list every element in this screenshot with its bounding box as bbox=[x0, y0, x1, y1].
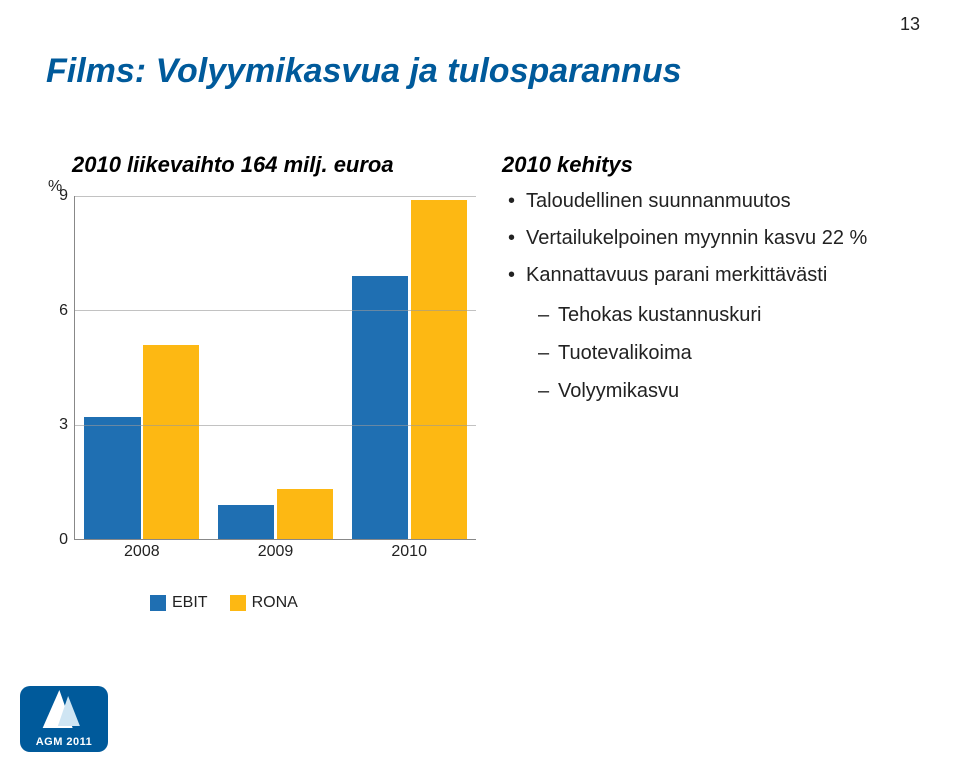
footer-logo: AGM 2011 bbox=[20, 686, 108, 750]
sub-bullet-item: Tehokas kustannuskuri bbox=[538, 299, 922, 331]
bullet-item: Kannattavuus parani merkittävästi bbox=[508, 262, 922, 289]
legend-item: EBIT bbox=[150, 594, 208, 612]
legend-label: EBIT bbox=[172, 594, 208, 612]
legend-label: RONA bbox=[252, 594, 298, 612]
bar-group: 2009 bbox=[209, 196, 343, 539]
bar bbox=[352, 276, 408, 539]
sub-bullet-item: Tuotevalikoima bbox=[538, 337, 922, 369]
bar-group: 2008 bbox=[75, 196, 209, 539]
x-tick-label: 2010 bbox=[342, 543, 476, 561]
gridline bbox=[75, 196, 476, 197]
legend-swatch bbox=[150, 595, 166, 611]
logo-icon bbox=[20, 686, 108, 734]
legend-item: RONA bbox=[230, 594, 298, 612]
x-tick-label: 2008 bbox=[75, 543, 209, 561]
bar bbox=[84, 417, 140, 539]
y-tick-label: 3 bbox=[46, 416, 68, 434]
bar bbox=[277, 489, 333, 539]
y-tick-label: 0 bbox=[46, 531, 68, 549]
bar bbox=[143, 345, 199, 539]
y-tick-label: 9 bbox=[46, 187, 68, 205]
right-title: 2010 kehitys bbox=[502, 152, 922, 178]
y-tick-label: 6 bbox=[46, 302, 68, 320]
gridline bbox=[75, 310, 476, 311]
bar-group: 2010 bbox=[342, 196, 476, 539]
chart-legend: EBIT RONA bbox=[150, 594, 298, 612]
bar-chart: 200820092010 0369 bbox=[46, 186, 486, 566]
plot-area: 200820092010 bbox=[74, 196, 476, 540]
legend-swatch bbox=[230, 595, 246, 611]
bar bbox=[411, 200, 467, 539]
gridline bbox=[75, 425, 476, 426]
page-number: 13 bbox=[900, 14, 920, 35]
sub-bullet-list: Tehokas kustannuskuri Tuotevalikoima Vol… bbox=[538, 299, 922, 407]
logo-label: AGM 2011 bbox=[20, 734, 108, 752]
bar-groups: 200820092010 bbox=[75, 196, 476, 539]
bullet-item: Taloudellinen suunnanmuutos bbox=[508, 188, 922, 215]
bullet-list: Taloudellinen suunnanmuutos Vertailukelp… bbox=[508, 188, 922, 289]
right-text-block: 2010 kehitys Taloudellinen suunnanmuutos… bbox=[502, 152, 922, 413]
bar bbox=[218, 505, 274, 539]
sub-bullet-item: Volyymikasvu bbox=[538, 375, 922, 407]
slide-title: Films: Volyymikasvua ja tulosparannus bbox=[46, 52, 682, 91]
bullet-item: Vertailukelpoinen myynnin kasvu 22 % bbox=[508, 225, 922, 252]
x-tick-label: 2009 bbox=[209, 543, 343, 561]
chart-subtitle: 2010 liikevaihto 164 milj. euroa bbox=[72, 152, 394, 178]
